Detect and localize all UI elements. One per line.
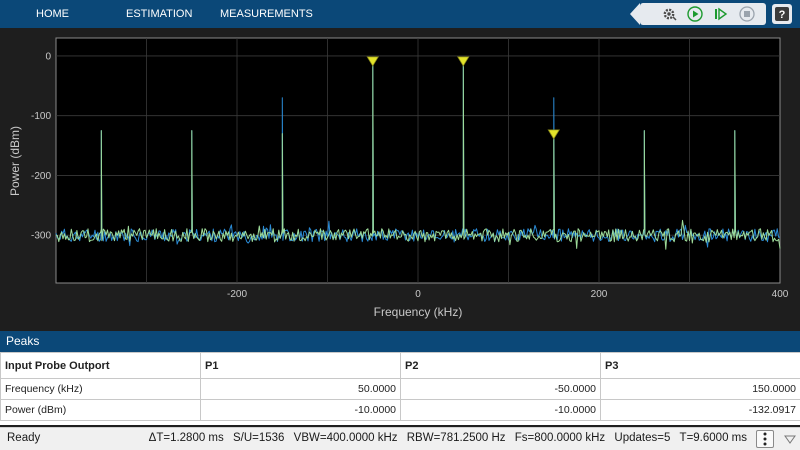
status-samples-per-update: S/U=1536 xyxy=(232,432,285,444)
spectrum-trace xyxy=(55,61,781,248)
run-button[interactable] xyxy=(685,4,705,24)
table-row: Power (dBm) -10.0000 -10.0000 -132.0917 xyxy=(0,399,800,421)
peaks-panel-title: Peaks xyxy=(0,331,800,352)
step-forward-button[interactable] xyxy=(711,4,731,24)
settings-gear-button[interactable] xyxy=(659,4,679,24)
row-label-frequency: Frequency (kHz) xyxy=(0,378,201,400)
peak-marker-1[interactable] xyxy=(457,56,470,67)
table-row: Frequency (kHz) 50.0000 -50.0000 150.000… xyxy=(0,378,800,400)
status-updates: Updates=5 xyxy=(614,432,671,444)
x-axis-label: Frequency (kHz) xyxy=(374,305,463,319)
help-icon: ? xyxy=(775,7,789,21)
quick-access-toolbar: ? xyxy=(630,3,792,25)
column-header-p2: P2 xyxy=(400,352,601,379)
y-tick-label: -100 xyxy=(31,111,51,122)
cell-p2-frequency: -50.0000 xyxy=(400,378,601,400)
status-delta-t: ΔT=1.2800 ms xyxy=(148,432,224,444)
settings-gear-icon xyxy=(663,8,677,21)
plot-traces xyxy=(55,61,781,250)
table-header-row: Input Probe Outport P1 P2 P3 xyxy=(0,352,800,379)
vertical-ellipsis-icon xyxy=(763,432,767,446)
row-label-power: Power (dBm) xyxy=(0,399,201,421)
cell-p3-power: -132.0917 xyxy=(600,399,800,421)
peak-marker-2[interactable] xyxy=(366,56,379,67)
peak-marker-3[interactable] xyxy=(547,129,560,140)
cell-p1-frequency: 50.0000 xyxy=(200,378,401,400)
axis-ticks: -200 0 200 400 0 -100 -200 -300 xyxy=(31,51,789,300)
status-bar: Ready ΔT=1.2800 ms S/U=1536 VBW=400.0000… xyxy=(0,427,800,450)
x-tick-label: 400 xyxy=(772,289,789,300)
status-ready: Ready xyxy=(7,432,41,444)
column-header-p1: P1 xyxy=(200,352,401,379)
status-menu-button[interactable] xyxy=(756,430,774,448)
cell-p2-power: -10.0000 xyxy=(400,399,601,421)
toolstrip: HOME ESTIMATION MEASUREMENTS xyxy=(0,0,800,28)
stop-button[interactable] xyxy=(737,4,757,24)
tab-measurements[interactable]: MEASUREMENTS xyxy=(220,8,313,20)
step-forward-icon xyxy=(715,7,728,21)
peaks-table: Input Probe Outport P1 P2 P3 Frequency (… xyxy=(0,352,800,421)
status-rbw: RBW=781.2500 Hz xyxy=(406,432,506,444)
tab-home[interactable]: HOME xyxy=(36,8,69,20)
y-tick-label: 0 xyxy=(45,51,51,62)
x-tick-label: 200 xyxy=(591,289,608,300)
spectrum-trace xyxy=(55,61,781,250)
status-metrics: ΔT=1.2800 ms S/U=1536 VBW=400.0000 kHz R… xyxy=(143,432,747,444)
svg-text:?: ? xyxy=(779,9,786,21)
peaks-panel: Peaks Input Probe Outport P1 P2 P3 Frequ… xyxy=(0,331,800,425)
help-button[interactable]: ? xyxy=(772,4,792,24)
spectrum-plot[interactable]: -200 0 200 400 0 -100 -200 -300 Frequency (kHz)… xyxy=(0,28,800,330)
y-axis-label: Power (dBm) xyxy=(8,126,22,196)
status-fs: Fs=800.0000 kHz xyxy=(514,432,606,444)
stop-icon xyxy=(739,6,755,22)
tab-estimation[interactable]: ESTIMATION xyxy=(126,8,193,20)
cell-p1-power: -10.0000 xyxy=(200,399,401,421)
resize-grip-icon[interactable] xyxy=(784,434,796,446)
run-controls xyxy=(630,3,766,25)
column-header-p3: P3 xyxy=(600,352,800,379)
peak-markers[interactable] xyxy=(366,56,560,140)
spectrum-plot-panel: -200 0 200 400 0 -100 -200 -300 Frequency (kHz)… xyxy=(0,28,800,330)
status-time: T=9.6000 ms xyxy=(679,432,747,444)
y-tick-label: -200 xyxy=(31,171,51,182)
status-vbw: VBW=400.0000 kHz xyxy=(293,432,398,444)
column-header-input: Input Probe Outport xyxy=(0,352,201,379)
plot-grid xyxy=(56,38,780,283)
x-tick-label: -200 xyxy=(227,289,247,300)
cell-p3-frequency: 150.0000 xyxy=(600,378,800,400)
run-play-icon xyxy=(687,6,703,22)
y-tick-label: -300 xyxy=(31,231,51,242)
x-tick-label: 0 xyxy=(415,289,421,300)
